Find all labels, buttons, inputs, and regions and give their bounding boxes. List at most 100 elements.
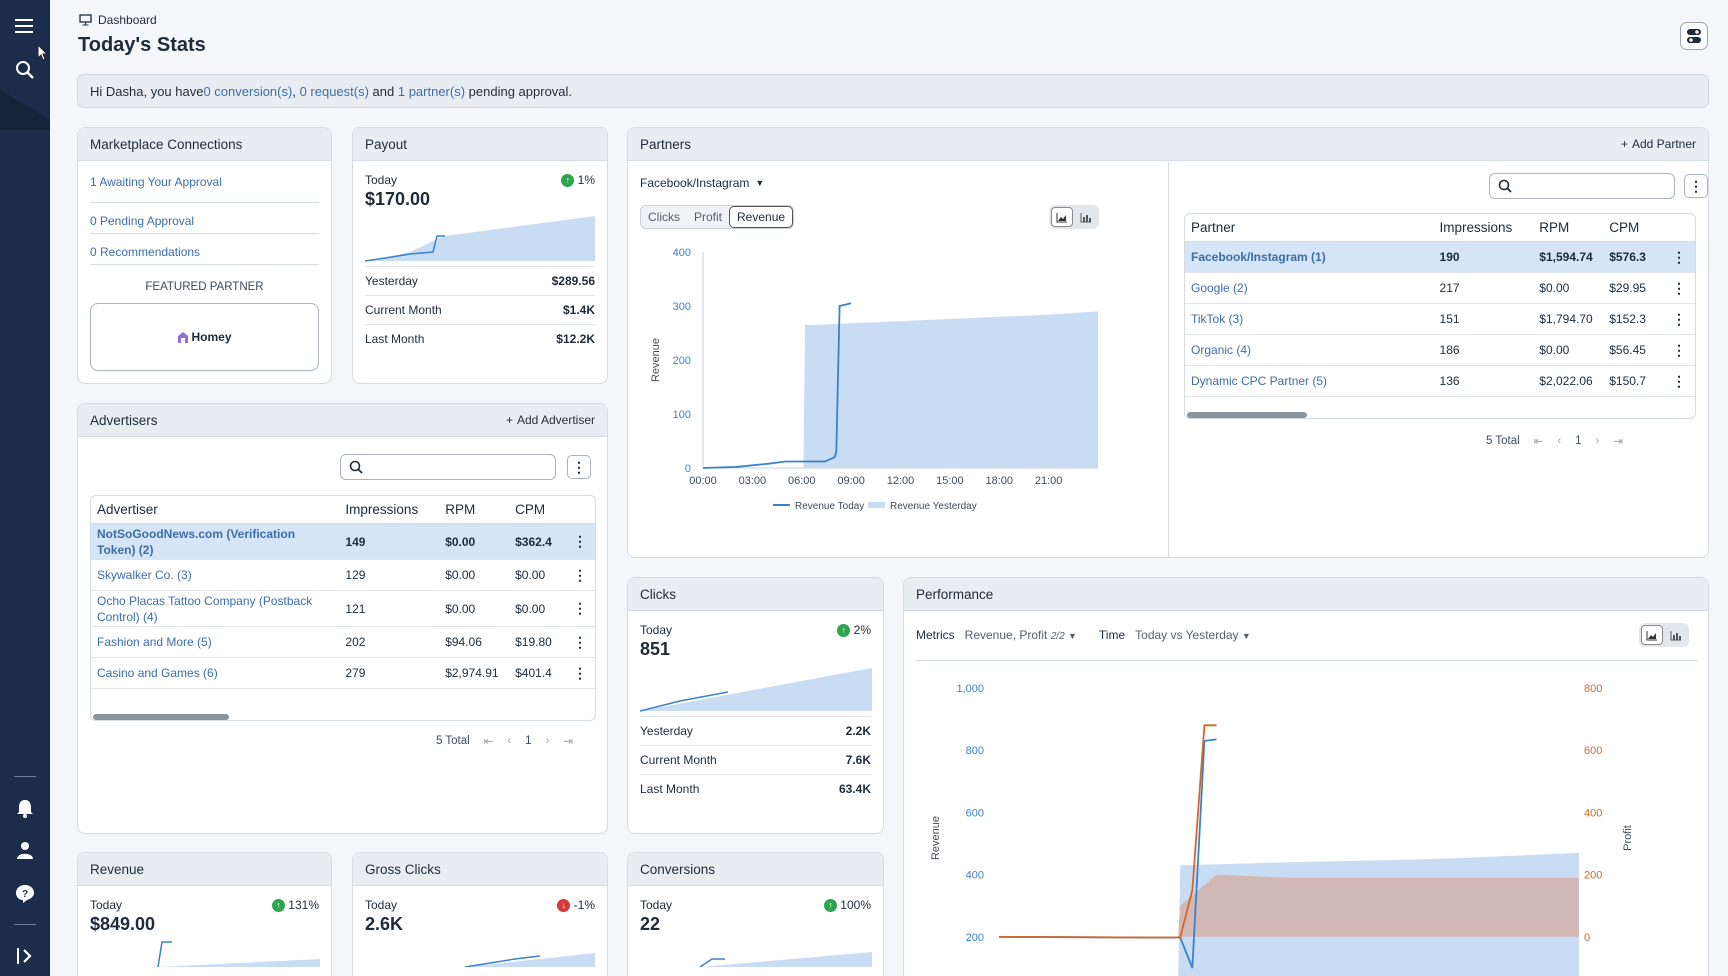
partners-link[interactable]: 1 partner(s) bbox=[397, 83, 466, 99]
settings-toggle-button[interactable] bbox=[1680, 22, 1708, 50]
advertiser-name-link[interactable]: NotSoGoodNews.com (Verification Token) (… bbox=[91, 523, 340, 560]
next-page-icon[interactable]: › bbox=[545, 735, 550, 747]
metrics-count: 2/2 bbox=[1050, 631, 1065, 642]
breadcrumb[interactable]: Dashboard bbox=[79, 13, 157, 27]
prev-page-icon[interactable]: ‹ bbox=[507, 735, 512, 747]
user-icon[interactable] bbox=[13, 838, 37, 862]
bell-icon[interactable] bbox=[13, 796, 37, 820]
awaiting-approval-link[interactable]: 1 Awaiting Your Approval bbox=[90, 173, 319, 203]
table-row[interactable]: Fashion and More (5) 202 $94.06 $19.80 ⋮ bbox=[91, 626, 595, 658]
partner-name-link[interactable]: Facebook/Instagram (1) bbox=[1185, 241, 1434, 273]
conversions-link[interactable]: 0 conversion(s) bbox=[203, 83, 293, 99]
add-advertiser-label: Add Advertiser bbox=[516, 413, 595, 427]
featured-partner-tile[interactable]: Homey bbox=[90, 303, 319, 371]
table-row[interactable]: Ocho Placas Tattoo Company (Postback Con… bbox=[91, 590, 595, 627]
advertisers-more-button[interactable]: ⋮ bbox=[567, 455, 591, 479]
area-chart-icon[interactable] bbox=[1641, 625, 1663, 645]
recommendations-link[interactable]: 0 Recommendations bbox=[90, 234, 319, 265]
table-scrollbar[interactable] bbox=[93, 714, 229, 720]
col-cpm[interactable]: CPM bbox=[1603, 214, 1664, 242]
area-chart-icon[interactable] bbox=[1051, 207, 1073, 227]
row-menu-icon[interactable]: ⋮ bbox=[1663, 334, 1695, 366]
caret-down-icon: ▼ bbox=[1241, 631, 1251, 641]
row-menu-icon[interactable]: ⋮ bbox=[565, 559, 595, 591]
add-partner-button[interactable]: + Add Partner bbox=[1621, 137, 1696, 151]
pending-approval-link[interactable]: 0 Pending Approval bbox=[90, 203, 319, 234]
time-dropdown[interactable]: Today vs Yesterday ▼ bbox=[1135, 628, 1251, 642]
tab-revenue[interactable]: Revenue bbox=[729, 206, 794, 228]
table-row[interactable]: Casino and Games (6) 279 $2,974.91 $401.4 ⋮ bbox=[91, 657, 595, 689]
partner-name-link[interactable]: Organic (4) bbox=[1185, 334, 1434, 366]
col-advertiser[interactable]: Advertiser bbox=[91, 496, 340, 524]
table-row[interactable]: Dynamic CPC Partner (5) 136 $2,022.06 $150.… bbox=[1185, 365, 1695, 397]
partner-name-link[interactable]: Google (2) bbox=[1185, 272, 1434, 304]
table-row[interactable]: Organic (4) 186 $0.00 $56.45 ⋮ bbox=[1185, 334, 1695, 366]
advertiser-name-link[interactable]: Ocho Placas Tattoo Company (Postback Con… bbox=[91, 590, 340, 627]
partner-name-link[interactable]: TikTok (3) bbox=[1185, 303, 1434, 335]
partners-more-button[interactable]: ⋮ bbox=[1684, 174, 1708, 198]
row-menu-icon[interactable]: ⋮ bbox=[1663, 303, 1695, 335]
advertiser-name-link[interactable]: Casino and Games (6) bbox=[91, 657, 340, 689]
col-rpm[interactable]: RPM bbox=[439, 496, 510, 524]
next-page-icon[interactable]: › bbox=[1595, 435, 1600, 447]
payout-sparkline bbox=[365, 216, 595, 263]
add-advertiser-button[interactable]: + Add Advertiser bbox=[506, 413, 595, 427]
table-row[interactable]: Google (2) 217 $0.00 $29.95 ⋮ bbox=[1185, 272, 1695, 304]
main-content: Dashboard Today's Stats Hi Dasha, you ha… bbox=[37, 0, 1728, 976]
change-value: -1% bbox=[573, 898, 595, 912]
partner-source-dropdown[interactable]: Facebook/Instagram ▼ bbox=[640, 176, 764, 190]
row-menu-icon[interactable]: ⋮ bbox=[1663, 241, 1695, 273]
row-menu-icon[interactable]: ⋮ bbox=[565, 523, 595, 560]
col-cpm[interactable]: CPM bbox=[509, 496, 566, 524]
search-icon[interactable] bbox=[13, 58, 37, 82]
row-menu-icon[interactable]: ⋮ bbox=[565, 590, 595, 627]
table-row[interactable]: TikTok (3) 151 $1,794.70 $152.3 ⋮ bbox=[1185, 303, 1695, 335]
last-page-icon[interactable]: ⇥ bbox=[1613, 436, 1624, 448]
pending-approval-banner: Hi Dasha, you have 0 conversion(s) , 0 r… bbox=[77, 74, 1709, 108]
stat-value: $1.4K bbox=[562, 303, 595, 318]
partner-search-input[interactable] bbox=[1489, 173, 1675, 199]
table-cell: $1,594.74 bbox=[1533, 241, 1604, 273]
col-impressions[interactable]: Impressions bbox=[1433, 214, 1534, 242]
bar-chart-icon[interactable] bbox=[1665, 625, 1687, 645]
help-icon[interactable]: ? bbox=[13, 882, 37, 906]
card-title: Payout bbox=[365, 136, 408, 152]
banner-comma: , bbox=[292, 83, 300, 99]
table-row[interactable]: Skywalker Co. (3) 129 $0.00 $0.00 ⋮ bbox=[91, 559, 595, 591]
first-page-icon[interactable]: ⇤ bbox=[1533, 436, 1544, 448]
col-rpm[interactable]: RPM bbox=[1533, 214, 1604, 242]
clicks-card: Clicks Today ↑ 2% 851 Yesterday 2.2K Curre… bbox=[627, 577, 884, 834]
row-menu-icon[interactable]: ⋮ bbox=[1663, 272, 1695, 304]
y-tick-label: 800 bbox=[966, 745, 984, 757]
row-menu-icon[interactable]: ⋮ bbox=[1663, 365, 1695, 397]
breadcrumb-label[interactable]: Dashboard bbox=[98, 13, 157, 27]
col-partner[interactable]: Partner bbox=[1185, 214, 1434, 242]
metrics-dropdown[interactable]: Revenue, Profit 2/2 ▼ bbox=[965, 628, 1077, 642]
row-menu-icon[interactable]: ⋮ bbox=[565, 657, 595, 689]
last-page-icon[interactable]: ⇥ bbox=[563, 736, 574, 748]
y2-tick-label: 400 bbox=[1584, 807, 1602, 819]
row-menu-icon[interactable]: ⋮ bbox=[565, 626, 595, 658]
table-scrollbar[interactable] bbox=[1187, 412, 1307, 418]
tab-clicks[interactable]: Clicks bbox=[648, 210, 680, 224]
first-page-icon[interactable]: ⇤ bbox=[483, 736, 494, 748]
stat-row: Last Month $12.2K bbox=[353, 325, 607, 353]
table-row[interactable]: Facebook/Instagram (1) 190 $1,594.74 $576.3… bbox=[1185, 241, 1695, 273]
advertiser-name-link[interactable]: Skywalker Co. (3) bbox=[91, 559, 340, 591]
table-row[interactable]: NotSoGoodNews.com (Verification Token) (… bbox=[91, 523, 595, 560]
tab-profit[interactable]: Profit bbox=[694, 210, 723, 224]
bar-chart-icon[interactable] bbox=[1075, 207, 1097, 227]
requests-link[interactable]: 0 request(s) bbox=[299, 83, 369, 99]
today-label: Today bbox=[640, 898, 673, 912]
clicks-value: 851 bbox=[640, 639, 671, 660]
col-impressions[interactable]: Impressions bbox=[339, 496, 440, 524]
expand-sidebar-icon[interactable] bbox=[13, 944, 37, 968]
partner-name-link[interactable]: Dynamic CPC Partner (5) bbox=[1185, 365, 1434, 397]
current-page[interactable]: 1 bbox=[525, 735, 532, 747]
menu-icon[interactable] bbox=[13, 14, 37, 38]
advertiser-name-link[interactable]: Fashion and More (5) bbox=[91, 626, 340, 658]
current-page[interactable]: 1 bbox=[1575, 435, 1582, 447]
advertiser-search-input[interactable] bbox=[340, 454, 556, 480]
prev-page-icon[interactable]: ‹ bbox=[1557, 435, 1562, 447]
conversions-sparkline bbox=[699, 952, 872, 968]
